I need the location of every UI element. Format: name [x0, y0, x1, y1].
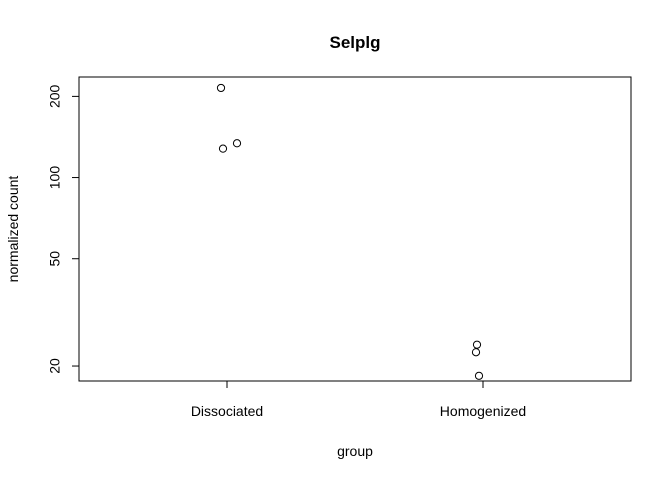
x-tick-label: Dissociated — [191, 403, 263, 419]
data-points — [216, 83, 484, 380]
y-tick-label: 200 — [47, 84, 63, 108]
x-axis: Dissociated Homogenized — [191, 380, 526, 419]
y-axis: 20 50 100 200 — [47, 84, 80, 374]
data-point — [218, 144, 228, 153]
chart-title: Selplg — [329, 33, 380, 52]
data-point — [232, 139, 242, 148]
plot-frame — [78, 76, 632, 382]
data-point — [216, 83, 226, 93]
x-tick-label: Homogenized — [440, 403, 526, 419]
data-point — [474, 371, 484, 380]
data-point — [471, 348, 481, 357]
x-axis-label: group — [337, 443, 373, 459]
y-tick-label: 20 — [47, 358, 63, 374]
y-tick-label: 50 — [47, 251, 63, 267]
data-point — [472, 340, 482, 349]
y-axis-label: normalized count — [5, 176, 21, 283]
y-tick-label: 100 — [47, 166, 63, 190]
